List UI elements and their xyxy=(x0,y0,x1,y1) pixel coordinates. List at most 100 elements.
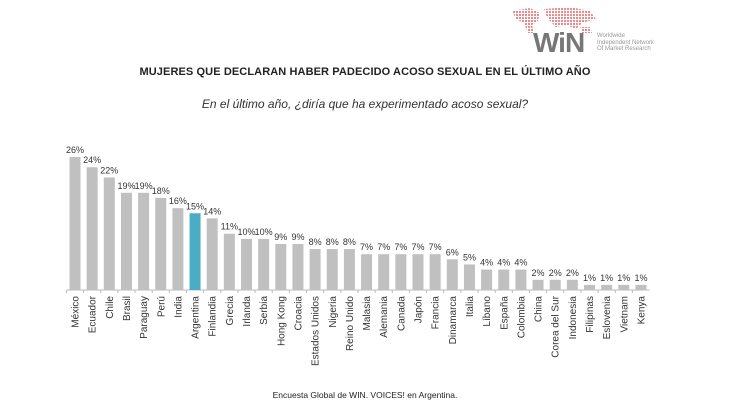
category-label: Paraguay xyxy=(139,296,150,339)
bar-colombia xyxy=(515,269,527,290)
category-label: Finlandia xyxy=(208,296,219,337)
data-label: 15% xyxy=(186,201,204,211)
data-label: 7% xyxy=(411,242,424,252)
chart-subtitle: En el último año, ¿diría que ha experime… xyxy=(201,97,529,111)
data-label: 26% xyxy=(66,145,84,155)
category-label: Colombia xyxy=(516,296,527,339)
bar-nigeria xyxy=(326,249,338,290)
bar-japón xyxy=(412,254,424,290)
category-label: Vietnam xyxy=(619,296,630,333)
category-label: Croacia xyxy=(293,296,304,331)
category-label: China xyxy=(534,296,545,323)
category-label: España xyxy=(499,296,510,330)
bar-china xyxy=(532,279,544,290)
bar-chile xyxy=(103,177,115,290)
bar-paraguay xyxy=(138,192,150,290)
data-label: 8% xyxy=(309,237,322,247)
category-label: Kenya xyxy=(636,296,647,325)
data-label: 5% xyxy=(463,252,476,262)
data-label: 4% xyxy=(480,258,493,268)
bar-hong-kong xyxy=(275,243,287,290)
bar-italia xyxy=(463,264,475,290)
category-label: Corea del Sur xyxy=(551,295,562,357)
bar-brasil xyxy=(120,192,132,290)
data-label: 22% xyxy=(100,165,118,175)
bar-españa xyxy=(498,269,510,290)
data-label: 8% xyxy=(343,237,356,247)
bar-grecia xyxy=(223,233,235,290)
bar-indonesia xyxy=(566,279,578,290)
category-label: Hong Kong xyxy=(276,296,287,346)
data-label: 2% xyxy=(532,268,545,278)
data-label: 1% xyxy=(583,273,596,283)
data-label: 1% xyxy=(600,273,613,283)
data-label: 10% xyxy=(237,227,255,237)
category-label: Eslovenia xyxy=(602,296,613,340)
data-label: 14% xyxy=(203,206,221,216)
category-label: México xyxy=(71,296,82,328)
category-label: Grecia xyxy=(225,296,236,326)
bar-alemania xyxy=(378,254,390,290)
data-label: 9% xyxy=(291,232,304,242)
bar-méxico xyxy=(69,157,81,290)
data-label: 9% xyxy=(274,232,287,242)
data-label: 16% xyxy=(169,196,187,206)
data-label: 4% xyxy=(497,258,510,268)
data-label: 7% xyxy=(394,242,407,252)
category-label: Alemania xyxy=(379,296,390,338)
bar-perú xyxy=(155,197,167,290)
bar-líbano xyxy=(481,269,493,290)
data-label: 19% xyxy=(117,181,135,191)
category-label: Dinamarca xyxy=(448,296,459,345)
category-label: Chile xyxy=(105,296,116,319)
data-label: 18% xyxy=(152,186,170,196)
win-logo: WiN Worldwide Independent Network Of Marke… xyxy=(505,5,685,60)
bar-finlandia xyxy=(206,218,218,290)
bar-dinamarca xyxy=(446,259,458,290)
bar-reino-unido xyxy=(343,249,355,290)
bar-argentina xyxy=(189,213,201,290)
chart-title: MUJERES QUE DECLARAN HABER PADECIDO ACOS… xyxy=(139,66,591,78)
bar-eslovenia xyxy=(601,284,613,290)
data-label: 10% xyxy=(255,227,273,237)
category-label: Indonesia xyxy=(568,296,579,340)
category-label: Argentina xyxy=(191,296,202,339)
bar-ecuador xyxy=(86,167,98,290)
bar-filipinas xyxy=(584,284,595,290)
logo-tagline: Worldwide Independent Network Of Market Re… xyxy=(597,33,655,52)
data-label: 2% xyxy=(566,268,579,278)
category-label: Estados Unidos xyxy=(311,296,322,366)
data-label: 7% xyxy=(377,242,390,252)
data-label: 19% xyxy=(135,181,153,191)
logo-name: WiN xyxy=(533,27,585,58)
category-label: India xyxy=(173,296,184,318)
bar-malasia xyxy=(361,254,373,290)
category-label: Brasil xyxy=(122,296,133,321)
bar-croacia xyxy=(292,243,304,290)
category-label: Italia xyxy=(465,296,476,318)
data-label: 4% xyxy=(514,258,527,268)
data-label: 1% xyxy=(634,273,647,283)
footer-source: Encuesta Global de WIN. VOICES! en Argen… xyxy=(272,390,458,400)
bar-kenya xyxy=(635,284,647,290)
data-label: 24% xyxy=(83,155,101,165)
category-label: Francia xyxy=(431,296,442,330)
category-label: Perú xyxy=(156,296,167,317)
category-label: Malasia xyxy=(362,296,373,331)
bar-irlanda xyxy=(241,238,252,290)
category-label: Irlanda xyxy=(242,296,253,327)
category-label: Filipinas xyxy=(585,296,596,333)
category-label: Líbano xyxy=(482,296,493,327)
category-label: Ecuador xyxy=(88,295,99,333)
world-map-icon xyxy=(512,7,596,33)
data-label: 2% xyxy=(549,268,562,278)
data-label: 1% xyxy=(617,273,630,283)
bar-estados-unidos xyxy=(309,249,321,290)
data-label: 7% xyxy=(429,242,442,252)
bar-canada xyxy=(395,254,407,290)
bar-india xyxy=(172,208,184,290)
bar-serbia xyxy=(258,238,270,290)
category-label: Serbia xyxy=(259,296,270,325)
data-label: 8% xyxy=(326,237,339,247)
